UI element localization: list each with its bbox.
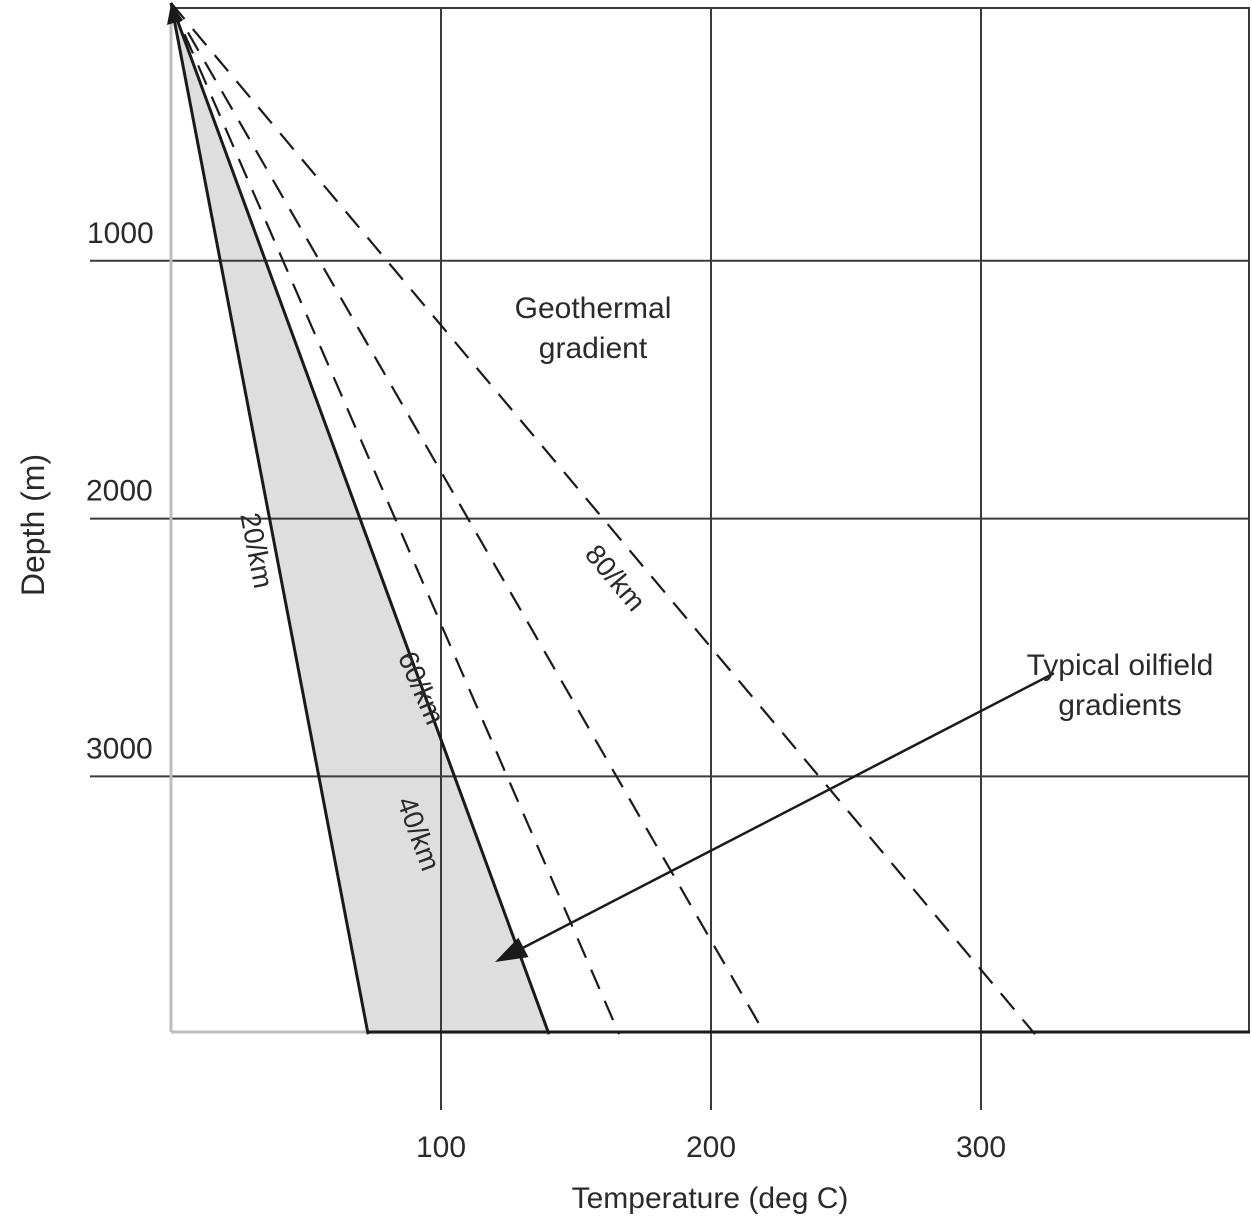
oilfield-annotation-line2: gradients <box>1058 689 1181 722</box>
gradient-line-60-per-km <box>169 2 621 1035</box>
geothermal-annotation-line1: Geothermal <box>515 292 672 325</box>
x-tick-label: 200 <box>686 1131 736 1164</box>
gradient-line-80-per-km <box>170 2 1036 1035</box>
geothermal-annotation-line2: gradient <box>539 332 648 365</box>
series-label-80-per-km: 80/km <box>579 539 652 617</box>
y-tick-label: 2000 <box>86 475 153 508</box>
x-tick-label: 100 <box>416 1131 466 1164</box>
y-tick-label: 3000 <box>86 732 153 765</box>
gradient-line-unlabeled-3 <box>170 2 766 1035</box>
oilfield-arrow-line <box>512 672 1055 955</box>
x-axis-title: Temperature (deg C) <box>572 1182 849 1215</box>
oilfield-annotation-line1: Typical oilfield <box>1027 649 1214 682</box>
y-tick-label: 1000 <box>87 217 154 250</box>
gradient-line-40-per-km <box>169 2 551 1035</box>
gradient-line-20-per-km <box>169 2 370 1035</box>
x-tick-label: 300 <box>956 1131 1006 1164</box>
oilfield-arrowhead <box>495 937 529 962</box>
y-axis-title: Depth (m) <box>15 454 51 596</box>
origin-arrowhead <box>167 4 183 25</box>
